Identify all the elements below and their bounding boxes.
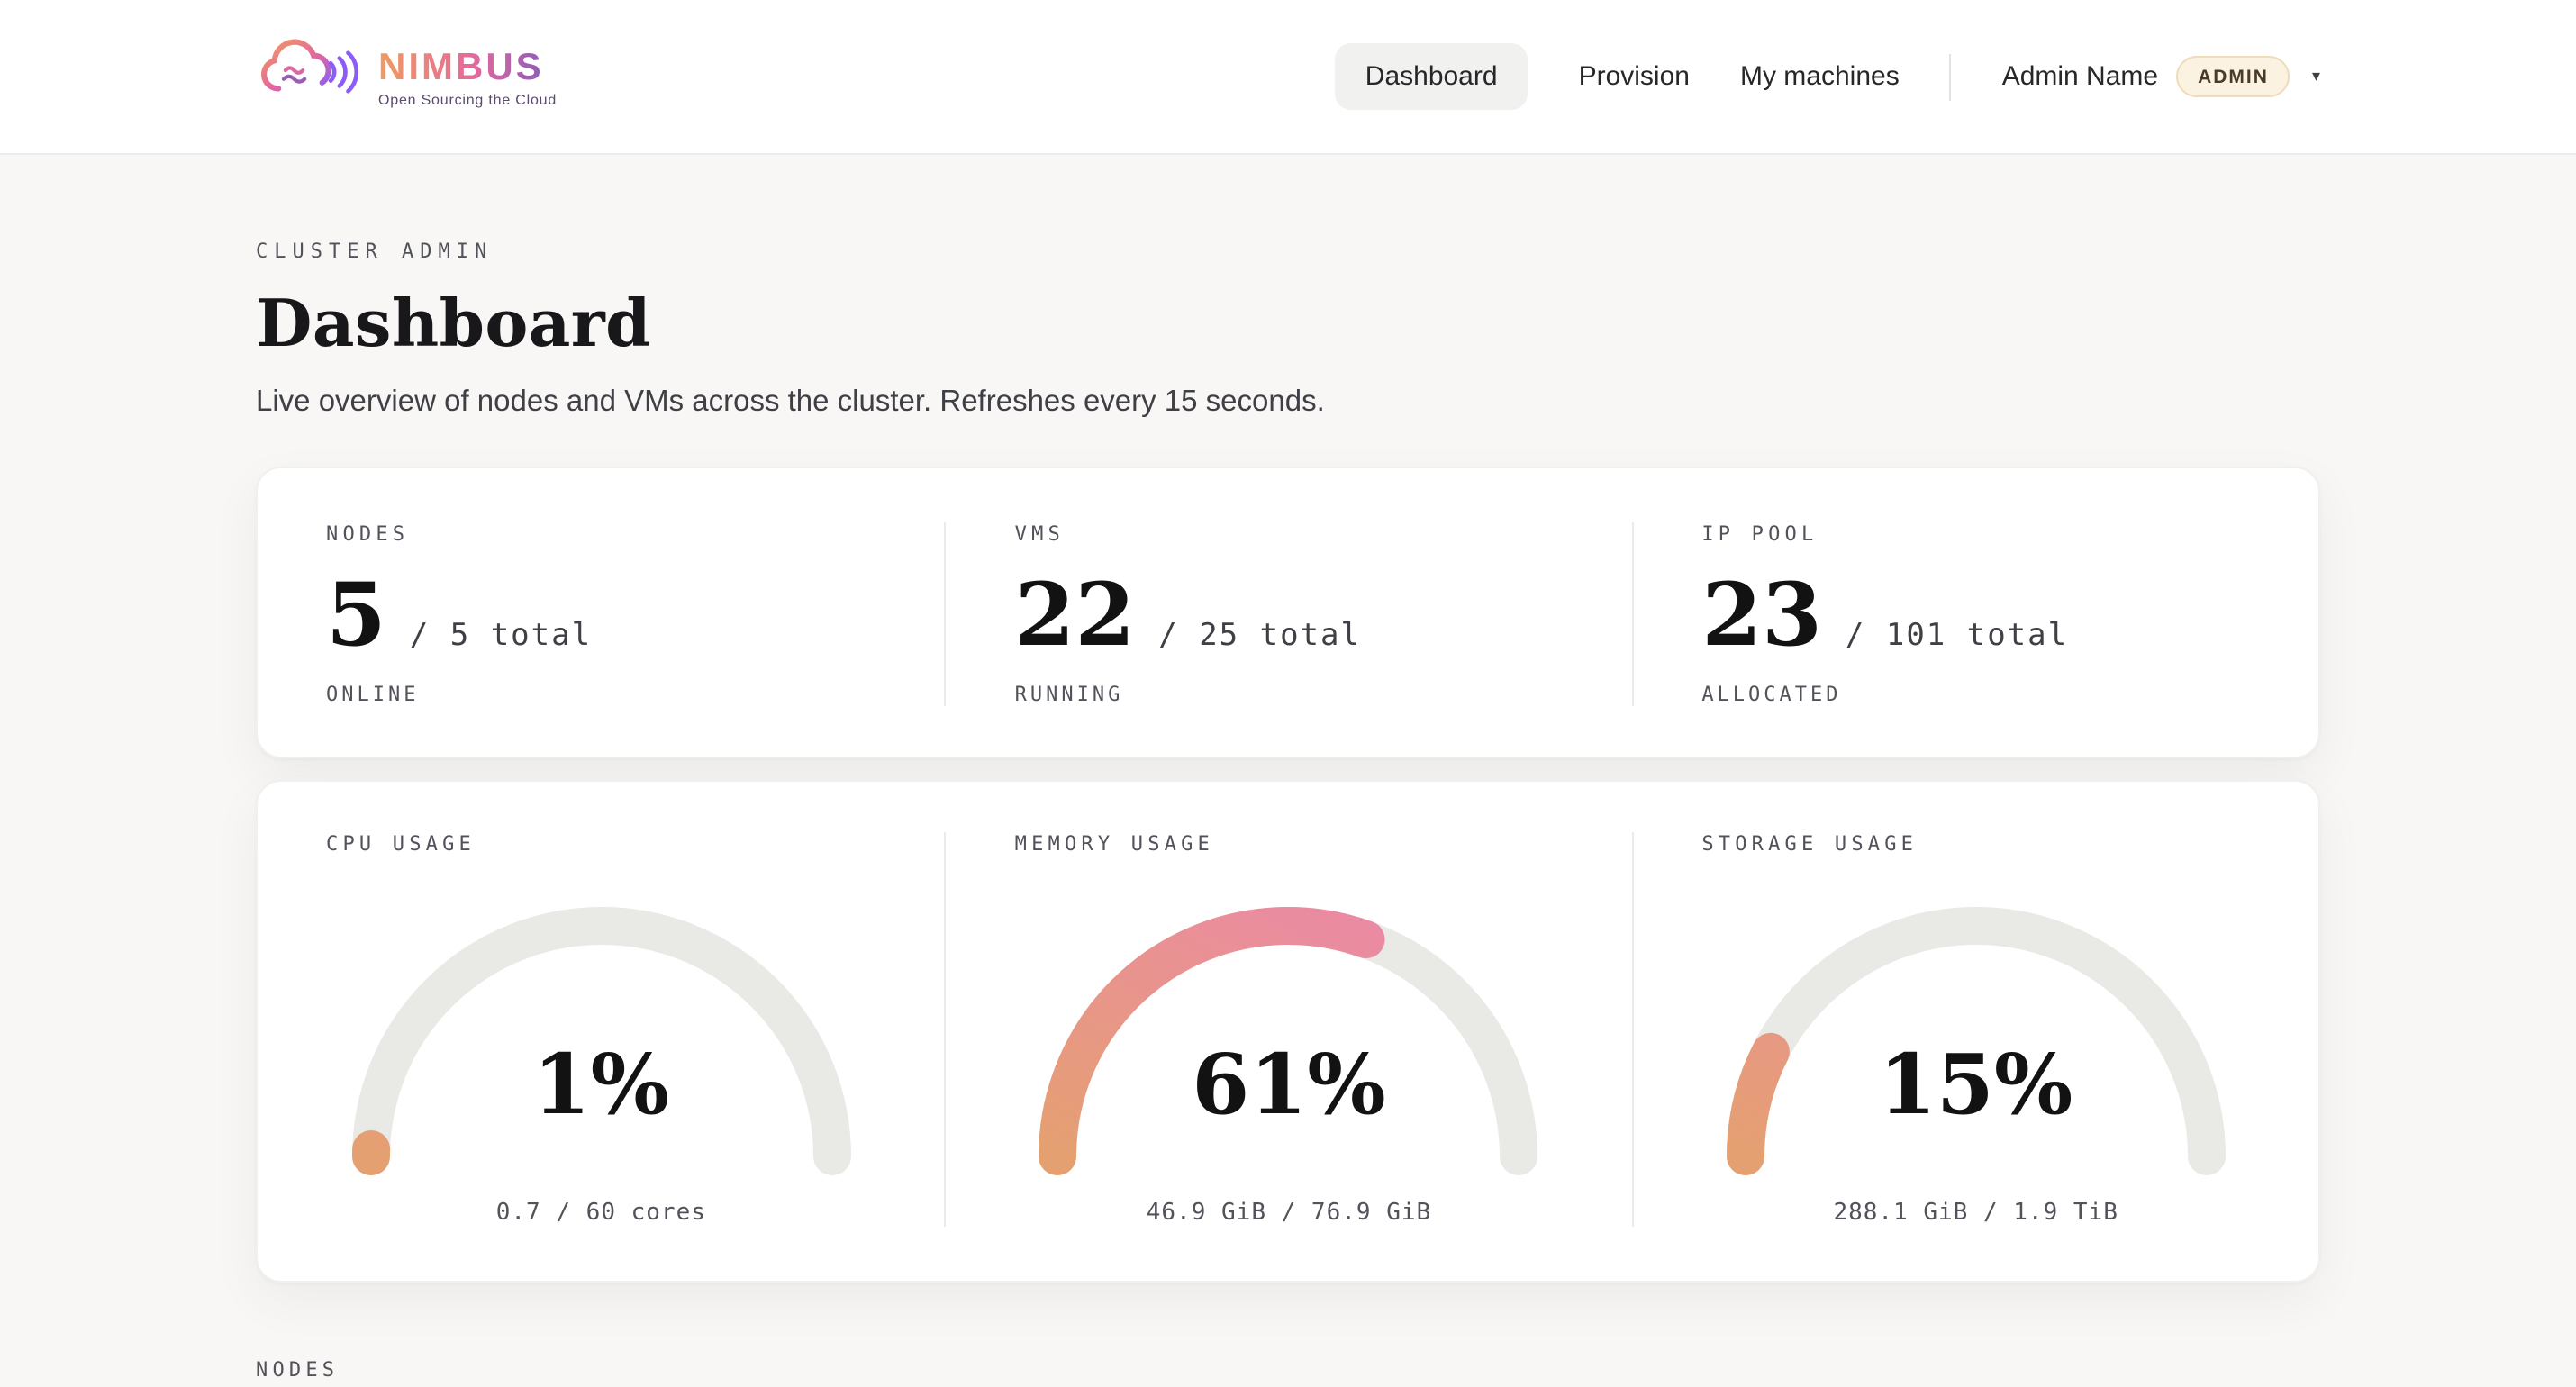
- gauge-cpu: CPU USAGE 1% 0.7 / 60 core: [258, 832, 945, 1227]
- nav-item-provision[interactable]: Provision: [1578, 61, 1690, 92]
- gauge-storage: STORAGE USAGE 15% 288.1 Gi: [1631, 832, 2318, 1227]
- stat-status: ONLINE: [326, 683, 420, 706]
- gauge-percent: 61%: [1192, 1036, 1386, 1133]
- gauge-detail: 0.7 / 60 cores: [495, 1200, 706, 1227]
- stat-value: 5: [326, 566, 386, 666]
- brand-tagline: Open Sourcing the Cloud: [378, 91, 558, 107]
- user-menu[interactable]: Admin Name ADMIN ▾: [2002, 56, 2320, 97]
- page-subtitle: Live overview of nodes and VMs across th…: [256, 385, 1325, 418]
- stat-status: RUNNING: [1014, 683, 1124, 706]
- stat-label: IP POOL: [1701, 522, 1819, 546]
- gauge-detail: 46.9 GiB / 76.9 GiB: [1146, 1200, 1432, 1227]
- stat-total: / 101 total: [1845, 618, 2069, 654]
- stat-ip-pool: IP POOL 23 / 101 total ALLOCATED: [1631, 522, 2318, 706]
- brand-name: NIMBUS: [378, 46, 557, 89]
- gauge-label: STORAGE USAGE: [1701, 832, 1918, 856]
- stat-label: VMS: [1014, 522, 1065, 546]
- usage-gauges-card: CPU USAGE 1% 0.7 / 60 core: [256, 780, 2320, 1283]
- stat-vms: VMS 22 / 25 total RUNNING: [944, 522, 1632, 706]
- role-badge: ADMIN: [2176, 56, 2290, 97]
- stat-total: / 25 total: [1158, 618, 1361, 654]
- nav-item-my-machines[interactable]: My machines: [1739, 61, 1900, 92]
- stat-label: NODES: [326, 522, 410, 546]
- nodes-section-label: NODES: [256, 1358, 340, 1382]
- gauge-detail: 288.1 GiB / 1.9 TiB: [1833, 1200, 2118, 1227]
- gauge-percent: 15%: [1878, 1036, 2073, 1133]
- cloud-logo-icon: [256, 38, 360, 115]
- nav-item-dashboard[interactable]: Dashboard: [1334, 43, 1528, 110]
- cpu-gauge-chart: 1%: [331, 892, 871, 1176]
- primary-nav: Dashboard Provision My machines Admin Na…: [1334, 43, 2320, 110]
- gauge-label: MEMORY USAGE: [1014, 832, 1214, 856]
- stat-value: 22: [1014, 566, 1136, 666]
- page-eyebrow: CLUSTER ADMIN: [256, 240, 494, 263]
- stat-nodes: NODES 5 / 5 total ONLINE: [258, 522, 945, 706]
- memory-gauge-chart: 61%: [1019, 892, 1559, 1176]
- stat-total: / 5 total: [409, 618, 593, 654]
- storage-gauge-chart: 15%: [1706, 892, 2246, 1176]
- user-name: Admin Name: [2001, 61, 2159, 92]
- gauge-label: CPU USAGE: [326, 832, 476, 856]
- page-title: Dashboard: [256, 286, 651, 362]
- brand-logo[interactable]: NIMBUS Open Sourcing the Cloud: [256, 38, 557, 115]
- gauge-memory: MEMORY USAGE 61% 46.9 GiB: [944, 832, 1632, 1227]
- gauge-percent: 1%: [532, 1036, 670, 1133]
- main-content: CLUSTER ADMIN Dashboard Live overview of…: [256, 240, 2320, 1387]
- top-navbar: NIMBUS Open Sourcing the Cloud Dashboard…: [0, 0, 2576, 155]
- stat-value: 23: [1701, 566, 1822, 666]
- cluster-stats-card: NODES 5 / 5 total ONLINE VMS 22 / 25 tot…: [256, 467, 2320, 758]
- nav-divider: [1949, 53, 1952, 100]
- stat-status: ALLOCATED: [1701, 683, 1842, 706]
- chevron-down-icon: ▾: [2311, 67, 2320, 85]
